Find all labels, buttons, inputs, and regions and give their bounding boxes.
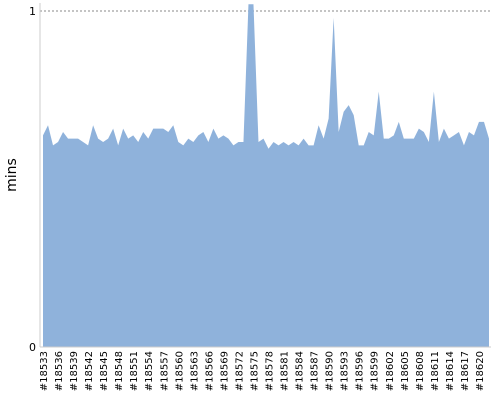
x-tick-label: #18548 bbox=[114, 351, 125, 391]
x-tick-label: #18602 bbox=[385, 351, 396, 391]
x-tick-label: #18593 bbox=[340, 351, 351, 391]
x-tick-label: #18563 bbox=[189, 351, 200, 391]
area bbox=[43, 4, 489, 348]
x-tick-label: #18542 bbox=[84, 351, 95, 391]
x-tick-label: #18566 bbox=[204, 351, 215, 391]
x-tick-label: #18557 bbox=[159, 351, 170, 391]
x-tick-label: #18596 bbox=[355, 351, 366, 391]
x-tick-label: #18611 bbox=[430, 351, 441, 391]
x-tick-label: #18605 bbox=[400, 351, 411, 391]
x-tick-label: #18584 bbox=[295, 351, 306, 391]
x-tick-label: #18551 bbox=[129, 351, 140, 391]
x-tick-label: #18599 bbox=[370, 351, 381, 391]
x-tick-label: #18575 bbox=[249, 351, 260, 391]
x-tick-label: #18614 bbox=[445, 351, 456, 391]
x-tick-label: #18533 bbox=[39, 351, 50, 391]
x-tick-label: #18572 bbox=[234, 351, 245, 391]
x-tick-label: #18545 bbox=[99, 351, 110, 391]
x-tick-label: #18539 bbox=[69, 351, 80, 391]
x-tick-label: #18536 bbox=[54, 351, 65, 391]
x-tick-label: #18560 bbox=[174, 351, 185, 391]
x-tick-label: #18587 bbox=[310, 351, 321, 391]
x-tick-label: #18554 bbox=[144, 351, 155, 391]
x-tick-label: #18581 bbox=[280, 351, 291, 391]
x-tick-label: #18620 bbox=[475, 351, 486, 391]
x-tick-label: #18608 bbox=[415, 351, 426, 391]
y-tick-label: 1 bbox=[29, 5, 36, 18]
x-tick-label: #18617 bbox=[460, 351, 471, 391]
x-tick-label: #18578 bbox=[265, 351, 276, 391]
x-tick-label: #18590 bbox=[325, 351, 336, 391]
y-axis-label: mins bbox=[4, 158, 20, 192]
y-tick-label: 0 bbox=[29, 341, 36, 354]
x-tick-label: #18569 bbox=[219, 351, 230, 391]
